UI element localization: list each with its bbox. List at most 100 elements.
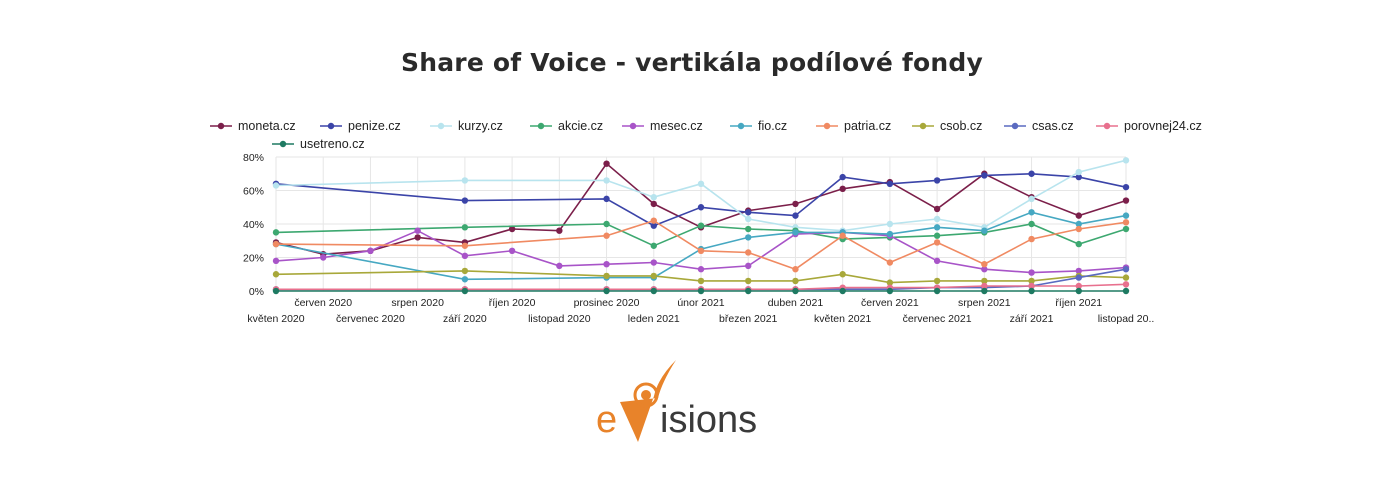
legend-marker (327, 122, 335, 130)
data-point (603, 177, 610, 184)
data-point (981, 266, 988, 273)
data-point (1028, 282, 1035, 290)
data-point (792, 212, 799, 219)
logo-v-mark (620, 360, 676, 442)
data-point (1028, 277, 1035, 285)
data-point (1075, 212, 1082, 219)
data-point (1122, 225, 1130, 233)
data-point (745, 209, 752, 216)
data-point (650, 200, 657, 208)
data-point (933, 239, 941, 246)
data-point (650, 222, 657, 229)
data-point (1122, 197, 1130, 204)
data-point (650, 242, 657, 249)
logo-letters: isions (660, 399, 757, 441)
data-point (556, 227, 563, 234)
data-point (603, 160, 610, 167)
x-tick-label: duben 2021 (768, 297, 824, 309)
data-point (272, 257, 280, 265)
legend-marker (217, 122, 225, 130)
data-point (603, 287, 610, 295)
x-tick-label: červenec 2021 (903, 313, 972, 325)
data-point (461, 287, 469, 295)
data-point (981, 172, 988, 179)
x-tick-label: srpen 2021 (958, 297, 1011, 309)
data-point (697, 204, 705, 211)
x-tick-label: leden 2021 (628, 313, 680, 325)
legend-label: akcie.cz (558, 119, 603, 133)
x-tick-label: listopad 2020 (528, 313, 591, 325)
data-point (792, 200, 799, 208)
data-point (1075, 274, 1082, 281)
data-point (839, 271, 846, 278)
x-tick-label: červenec 2020 (336, 313, 405, 325)
x-tick-label: březen 2021 (719, 313, 778, 325)
data-point (461, 267, 469, 275)
x-tick-label: říjen 2021 (1055, 297, 1102, 309)
data-point (556, 262, 563, 270)
data-point (981, 227, 988, 234)
series-line (275, 159, 1127, 232)
legend-label: usetreno.cz (300, 137, 365, 151)
data-point (745, 287, 752, 295)
legend-label: penize.cz (348, 119, 401, 133)
data-point (697, 247, 705, 254)
data-point (1075, 168, 1082, 176)
data-point (272, 229, 280, 236)
data-point (933, 205, 941, 213)
data-point (745, 225, 752, 233)
logo-dot (641, 390, 651, 400)
data-point (414, 234, 421, 241)
data-point (650, 217, 657, 224)
data-point (886, 180, 894, 187)
series-line (275, 211, 1127, 281)
data-point (1122, 212, 1130, 219)
data-point (697, 180, 705, 187)
data-point (839, 185, 846, 193)
series-line (275, 172, 1127, 227)
logo-ring (633, 382, 659, 408)
data-point (981, 282, 988, 290)
data-point (650, 272, 657, 280)
y-tick-label: 80% (243, 152, 264, 164)
legend-marker (279, 140, 287, 148)
y-tick-label: 60% (243, 186, 264, 198)
data-point (1075, 173, 1082, 181)
data-point (272, 240, 280, 248)
data-point (745, 262, 752, 270)
x-tick-label: červen 2021 (861, 297, 919, 309)
data-point (603, 232, 610, 239)
data-point (886, 220, 894, 228)
data-point (603, 272, 610, 280)
data-point (461, 276, 469, 283)
legend-label: csob.cz (940, 119, 982, 133)
legend-marker (1103, 122, 1111, 130)
data-point (1122, 287, 1130, 295)
data-point (745, 277, 752, 285)
data-point (933, 257, 941, 265)
legend-marker (437, 122, 445, 130)
x-tick-label: listopad 20.. (1098, 313, 1155, 325)
chart-title: Share of Voice - vertikála podílové fond… (401, 48, 983, 77)
legend-label: kurzy.cz (458, 119, 503, 133)
x-tick-label: září 2021 (1010, 313, 1054, 325)
legend-label: csas.cz (1032, 119, 1074, 133)
data-point (839, 232, 846, 239)
data-point (508, 247, 516, 254)
data-point (886, 230, 894, 238)
data-point (650, 287, 657, 295)
data-point (886, 259, 894, 266)
data-point (981, 261, 988, 268)
line-chart: 0% 20% 40% 60% 80% květen 2020 červen 2020 červ… (210, 119, 1202, 325)
data-point (1075, 225, 1082, 233)
data-point (508, 225, 516, 233)
data-point (1122, 274, 1130, 281)
data-point (1028, 170, 1035, 177)
x-tick-label: únor 2021 (677, 297, 724, 309)
data-point (1122, 219, 1130, 226)
data-point (272, 182, 280, 189)
y-tick-label: 20% (243, 253, 264, 265)
data-point (839, 173, 846, 181)
data-point (1028, 269, 1035, 276)
legend-label: porovnej24.cz (1124, 119, 1202, 133)
